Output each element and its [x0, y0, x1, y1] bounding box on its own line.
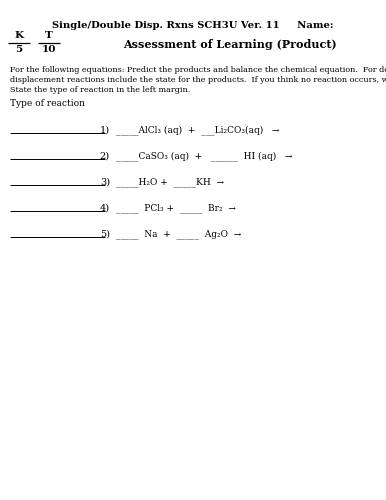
Text: 3): 3)	[100, 178, 110, 186]
Text: displacement reactions include the state for the products.  If you think no reac: displacement reactions include the state…	[10, 76, 386, 84]
Text: _____AlCl₃ (aq)  +  ___Li₂CO₃(aq)   →: _____AlCl₃ (aq) + ___Li₂CO₃(aq) →	[116, 125, 279, 135]
Text: 1): 1)	[100, 126, 110, 134]
Text: _____CaSO₃ (aq)  +   ______  HI (aq)   →: _____CaSO₃ (aq) + ______ HI (aq) →	[116, 151, 292, 161]
Text: T: T	[45, 31, 53, 40]
Text: For the following equations: Predict the products and balance the chemical equat: For the following equations: Predict the…	[10, 66, 386, 74]
Text: K: K	[14, 31, 24, 40]
Text: 4): 4)	[100, 204, 110, 212]
Text: _____  Na  +  _____  Ag₂O  →: _____ Na + _____ Ag₂O →	[116, 229, 241, 239]
Text: 5: 5	[15, 46, 22, 54]
Text: 10: 10	[42, 46, 56, 54]
Text: _____  PCl₃ +  _____  Br₂  →: _____ PCl₃ + _____ Br₂ →	[116, 203, 236, 213]
Text: Single/Double Disp. Rxns SCH3U Ver. 11     Name:: Single/Double Disp. Rxns SCH3U Ver. 11 N…	[52, 22, 334, 30]
Text: _____H₂O +  _____KH  →: _____H₂O + _____KH →	[116, 177, 224, 187]
Text: Assessment of Learning (Product): Assessment of Learning (Product)	[123, 38, 337, 50]
Text: State the type of reaction in the left margin.: State the type of reaction in the left m…	[10, 86, 190, 94]
Text: 2): 2)	[100, 152, 110, 160]
Text: Type of reaction: Type of reaction	[10, 100, 85, 108]
Text: 5): 5)	[100, 230, 110, 238]
